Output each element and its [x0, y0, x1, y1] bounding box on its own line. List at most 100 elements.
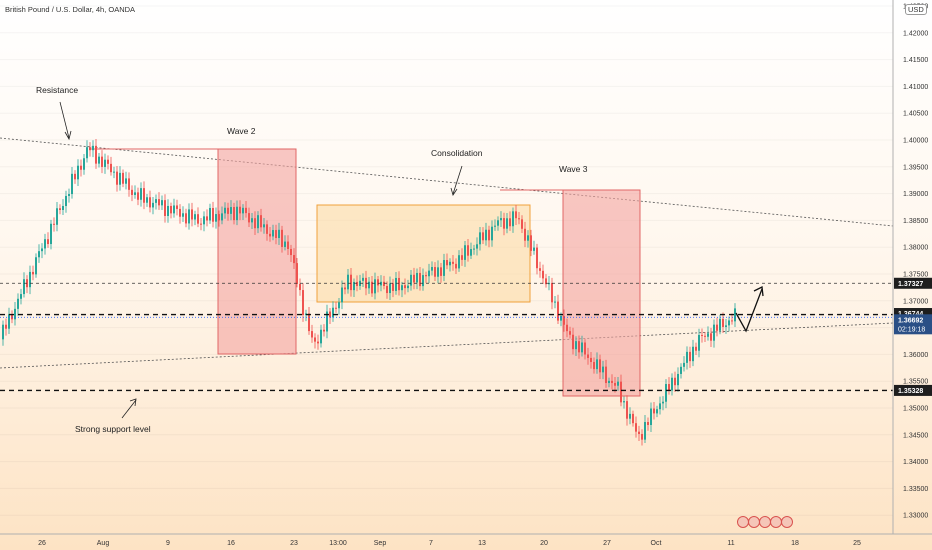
candle-body	[149, 197, 151, 208]
currency-selector[interactable]: USD	[905, 4, 927, 15]
candle-body	[734, 308, 736, 322]
candle-body	[101, 156, 103, 167]
candle-body	[728, 320, 730, 326]
candle-body	[242, 207, 244, 214]
candle-body	[329, 311, 331, 318]
candle-body	[515, 211, 517, 219]
candle-body	[542, 270, 544, 279]
candle-body	[626, 401, 628, 419]
horizontal-levels	[0, 282, 893, 392]
candle-body	[2, 324, 4, 340]
candle-body	[92, 145, 94, 151]
y-tick-label: 1.41000	[903, 84, 928, 91]
candle-body	[644, 422, 646, 440]
candle-body	[452, 261, 454, 264]
candle-body	[569, 331, 571, 335]
candle-body	[152, 202, 154, 208]
y-tick-label: 1.39000	[903, 191, 928, 198]
candle-body	[278, 229, 280, 239]
candle-body	[572, 334, 574, 350]
candle-body	[449, 261, 451, 266]
candle-body	[671, 377, 673, 391]
candle-body	[374, 279, 376, 294]
price-badge-bg	[894, 314, 932, 335]
candle-body	[620, 381, 622, 403]
candle-body	[95, 145, 97, 164]
candle-body	[389, 283, 391, 294]
y-tick-label: 1.33000	[903, 513, 928, 520]
candle-body	[104, 159, 106, 167]
candle-body	[557, 301, 559, 321]
resistance-label: Resistance	[36, 85, 78, 95]
candle-body	[476, 244, 478, 249]
candle-body	[38, 251, 40, 258]
candle-body	[431, 267, 433, 271]
candle-body	[62, 206, 64, 210]
y-tick-label: 1.36000	[903, 352, 928, 359]
candle-body	[119, 172, 121, 185]
candle-body	[428, 270, 430, 277]
wave2-zone	[217, 148, 297, 355]
candle-body	[74, 173, 76, 180]
trend-lines	[0, 137, 894, 369]
candle-body	[284, 241, 286, 247]
price-badge-value: 1.36692	[898, 317, 923, 324]
y-tick-label: 1.39500	[903, 164, 928, 171]
y-tick-label: 1.35000	[903, 406, 928, 413]
candle-body	[683, 362, 685, 367]
candle-body	[731, 320, 733, 322]
candle-body	[461, 255, 463, 260]
candle-body	[263, 224, 265, 228]
price-badge-bg	[894, 277, 932, 289]
candle-body	[518, 218, 520, 220]
candle-body	[122, 172, 124, 184]
x-tick-label: 13	[478, 540, 486, 547]
candle-body	[107, 159, 109, 164]
candle-body	[212, 208, 214, 222]
candle-body	[239, 206, 241, 214]
candle-body	[701, 334, 703, 336]
candle-body	[638, 431, 640, 434]
candle-body	[629, 413, 631, 419]
wave3-label: Wave 3	[559, 164, 588, 174]
candle-body	[293, 255, 295, 264]
candle-body	[137, 192, 139, 200]
candle-body	[485, 229, 487, 241]
candle-body	[131, 189, 133, 195]
candle-body	[614, 382, 616, 386]
y-tick-label: 1.33500	[903, 486, 928, 493]
candle-body	[404, 285, 406, 289]
candle-body	[332, 307, 334, 318]
candle-body	[47, 239, 49, 245]
candle-body	[86, 147, 88, 159]
candle-body	[554, 301, 556, 303]
resistance-pointer	[59, 101, 70, 139]
candle-body	[221, 213, 223, 221]
candle-body	[563, 316, 565, 325]
y-tick-label: 1.42000	[903, 30, 928, 37]
candle-body	[317, 341, 319, 344]
candle-body	[407, 285, 409, 289]
candle-body	[587, 354, 589, 358]
candle-body	[575, 341, 577, 350]
candle-body	[110, 163, 112, 173]
candle-body	[185, 213, 187, 224]
candle-body	[602, 366, 604, 373]
candle-body	[470, 249, 472, 256]
candle-body	[590, 357, 592, 363]
candle-body	[608, 380, 610, 384]
candle-body	[248, 213, 250, 223]
candle-body	[299, 283, 301, 291]
candle-body	[287, 241, 289, 249]
candle-body	[422, 275, 424, 287]
candle-body	[17, 298, 19, 309]
candle-body	[35, 257, 37, 275]
candle-body	[302, 290, 304, 315]
candle-body	[689, 351, 691, 362]
candle-body	[209, 208, 211, 221]
candle-body	[260, 215, 262, 228]
candle-body	[296, 263, 298, 284]
consolidation-pointer	[452, 165, 463, 195]
